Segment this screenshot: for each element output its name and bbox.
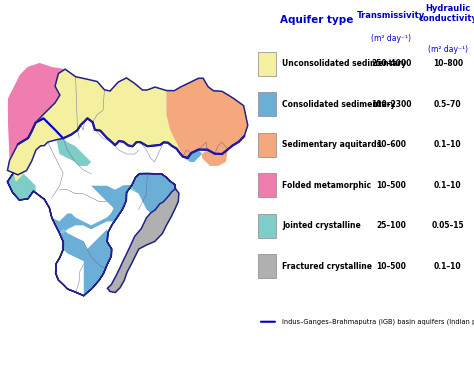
Polygon shape — [8, 63, 65, 160]
Text: 0.1–10: 0.1–10 — [434, 140, 462, 149]
FancyBboxPatch shape — [258, 92, 275, 116]
Polygon shape — [8, 69, 183, 175]
Polygon shape — [166, 78, 248, 157]
Text: 10–500: 10–500 — [376, 181, 406, 190]
Polygon shape — [8, 69, 183, 175]
Polygon shape — [183, 150, 202, 162]
Text: Transmissivity: Transmissivity — [357, 11, 425, 20]
FancyBboxPatch shape — [258, 254, 275, 278]
Text: 0.1–10: 0.1–10 — [434, 262, 462, 271]
Text: Hydraulic
conductivity: Hydraulic conductivity — [419, 4, 474, 23]
Polygon shape — [52, 185, 132, 296]
Text: Indus–Ganges–Brahmaputra (IGB) basin aquifers (Indian part): Indus–Ganges–Brahmaputra (IGB) basin aqu… — [282, 318, 474, 325]
Polygon shape — [123, 174, 151, 194]
Polygon shape — [131, 174, 175, 213]
Text: Fractured crystalline: Fractured crystalline — [282, 262, 372, 271]
Text: 10–500: 10–500 — [376, 262, 406, 271]
Text: 100–2300: 100–2300 — [371, 100, 411, 109]
FancyBboxPatch shape — [258, 52, 275, 76]
Polygon shape — [56, 138, 91, 166]
Polygon shape — [8, 69, 248, 296]
Polygon shape — [8, 69, 183, 175]
Text: Jointed crystalline: Jointed crystalline — [282, 221, 361, 230]
Polygon shape — [202, 149, 228, 166]
Text: (m² day⁻¹): (m² day⁻¹) — [428, 45, 468, 54]
FancyBboxPatch shape — [258, 214, 275, 238]
Text: (m² day⁻¹): (m² day⁻¹) — [371, 34, 411, 43]
Text: Aquifer type: Aquifer type — [280, 15, 354, 25]
Polygon shape — [91, 174, 140, 219]
Text: 0.05–15: 0.05–15 — [431, 221, 464, 230]
Polygon shape — [8, 173, 36, 200]
Text: 0.5–70: 0.5–70 — [434, 100, 462, 109]
Text: 10–800: 10–800 — [433, 59, 463, 68]
Text: Consolidated sedimentary: Consolidated sedimentary — [282, 100, 396, 109]
Text: 0.1–10: 0.1–10 — [434, 181, 462, 190]
Text: Folded metamorphic: Folded metamorphic — [282, 181, 371, 190]
Text: 10–600: 10–600 — [376, 140, 406, 149]
Text: Unconsolidated sedimentary: Unconsolidated sedimentary — [282, 59, 406, 68]
Text: 250–4000: 250–4000 — [371, 59, 411, 68]
Text: Sedimentary aquitards: Sedimentary aquitards — [282, 140, 381, 149]
Text: 25–100: 25–100 — [376, 221, 406, 230]
Polygon shape — [60, 229, 87, 261]
FancyBboxPatch shape — [258, 173, 275, 197]
Polygon shape — [13, 138, 63, 182]
FancyBboxPatch shape — [258, 132, 275, 157]
